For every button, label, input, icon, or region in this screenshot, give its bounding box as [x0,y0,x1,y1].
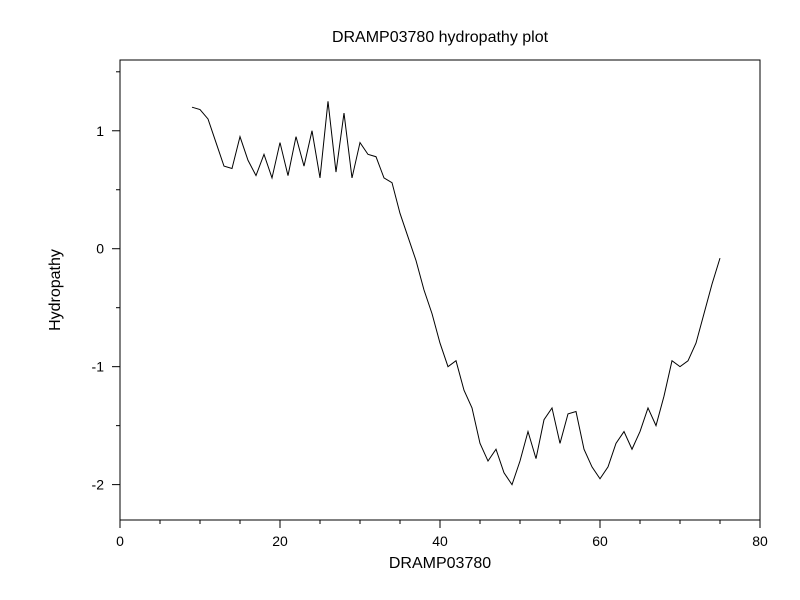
svg-text:-1: -1 [92,359,105,375]
x-axis-label: DRAMP03780 [389,555,491,572]
svg-text:80: 80 [752,533,768,549]
svg-text:0: 0 [96,241,104,257]
svg-text:20: 20 [272,533,288,549]
svg-text:0: 0 [116,533,124,549]
svg-text:60: 60 [592,533,608,549]
y-axis-label: Hydropathy [47,249,64,331]
chart-svg: 0 20 40 60 80 -2 -1 0 1 DRAMP03780 hydropathy plo… [0,0,800,600]
hydropathy-chart: 0 20 40 60 80 -2 -1 0 1 DRAMP03780 hydropathy plo… [0,0,800,600]
svg-text:1: 1 [96,123,104,139]
svg-text:40: 40 [432,533,448,549]
chart-title: DRAMP03780 hydropathy plot [332,29,549,46]
svg-text:-2: -2 [92,477,105,493]
